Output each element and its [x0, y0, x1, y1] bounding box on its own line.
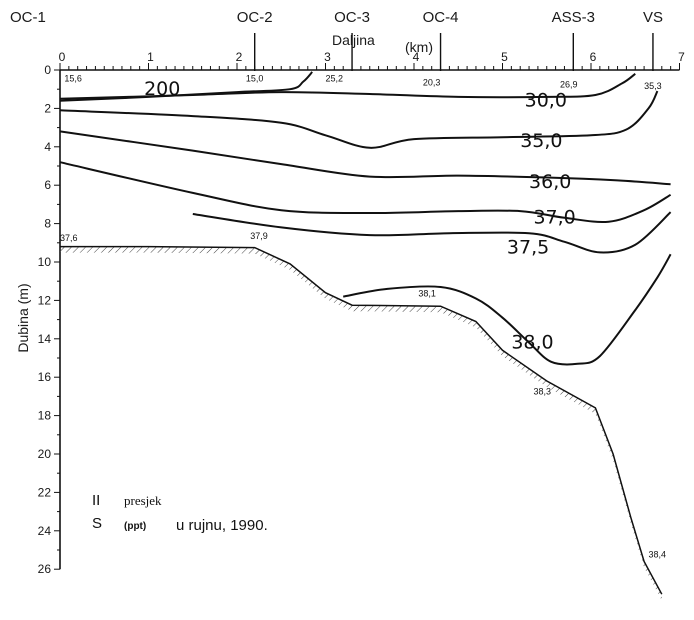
note-section-label: presjek — [124, 493, 162, 508]
point-value-label: 25,2 — [326, 74, 344, 84]
isohaline-label: 200 — [144, 78, 180, 100]
isohaline-line — [192, 211, 672, 254]
isohaline-line — [59, 90, 659, 149]
isohaline-line — [59, 72, 636, 100]
y-tick-label: 0 — [44, 63, 51, 77]
x-tick-label: 1 — [147, 50, 154, 64]
x-tick-label: 5 — [501, 50, 508, 64]
y-tick-label: 14 — [38, 332, 52, 346]
figure-note: II presjek S (ppt) u rujnu, 1990. — [92, 492, 268, 534]
station-label: OC-1 — [10, 9, 46, 26]
y-tick-label: 10 — [38, 255, 52, 269]
point-value-label: 35,3 — [644, 81, 662, 91]
isohaline-label: 35,0 — [520, 130, 562, 152]
x-tick-label: 7 — [678, 50, 685, 64]
station-label: ASS-3 — [552, 9, 595, 26]
isohalines — [59, 71, 672, 366]
isohaline-label: 36,0 — [529, 171, 571, 193]
point-value-label: 37,9 — [250, 231, 268, 241]
y-axis-title: Dubina (m) — [15, 283, 31, 352]
isohaline-label: 38,0 — [511, 331, 553, 353]
isohaline-line — [59, 71, 313, 102]
point-value-label: 38,1 — [418, 289, 436, 299]
y-tick-label: 4 — [44, 140, 51, 154]
y-tick-label: 20 — [38, 447, 52, 461]
isohaline-line — [59, 130, 671, 186]
y-tick-label: 6 — [44, 178, 51, 192]
station-markers: OC-1 OC-2 OC-3 OC-4 ASS-3 VS — [10, 9, 663, 71]
isohaline-line — [343, 253, 672, 366]
y-tick-label: 18 — [38, 409, 52, 423]
isohaline-label: 37,5 — [507, 236, 549, 258]
y-tick-label: 26 — [38, 562, 52, 576]
x-ticks: 0 1 2 3 4 5 6 7 — [59, 50, 685, 70]
x-tick-label: 0 — [59, 50, 66, 64]
point-value-label: 38,3 — [533, 386, 551, 396]
note-unit: (ppt) — [124, 521, 146, 532]
isohaline-line — [59, 161, 672, 223]
isohaline-labels: 200 30,0 35,0 36,0 37,0 37,5 38,0 — [144, 78, 576, 353]
isohaline-label: 30,0 — [525, 89, 567, 111]
y-tick-label: 2 — [44, 101, 51, 115]
x-tick-label: 4 — [413, 50, 420, 64]
station-label: OC-2 — [237, 9, 273, 26]
x-axis-unit: (km) — [405, 39, 433, 55]
point-value-label: 15,0 — [246, 74, 264, 84]
y-tick-label: 22 — [38, 485, 52, 499]
station-label: OC-4 — [423, 9, 459, 26]
point-value-label: 20,3 — [423, 77, 441, 87]
x-axis-title: Daljina — [332, 32, 375, 48]
x-tick-label: 6 — [590, 50, 597, 64]
sea-bottom-profile — [60, 245, 663, 601]
point-value-labels: 15,6 15,0 25,2 20,3 26,9 35,3 37,6 37,9 38,1 38,3… — [60, 74, 666, 560]
point-value-label: 26,9 — [560, 79, 578, 89]
sea-bottom-hatch — [60, 246, 662, 601]
x-tick-label: 3 — [324, 50, 331, 64]
point-value-label: 37,6 — [60, 233, 78, 243]
y-tick-label: 24 — [38, 524, 52, 538]
sea-bottom-line — [60, 245, 663, 595]
point-value-label: 15,6 — [64, 74, 82, 84]
x-tick-label: 2 — [236, 50, 243, 64]
y-tick-label: 16 — [38, 370, 52, 384]
point-value-label: 38,4 — [649, 550, 667, 560]
y-tick-label: 12 — [38, 293, 52, 307]
note-period: u rujnu, 1990. — [176, 517, 268, 534]
y-tick-label: 8 — [44, 217, 51, 231]
note-variable: S — [92, 515, 102, 532]
note-section-mark: II — [92, 492, 100, 509]
station-label: VS — [643, 9, 663, 26]
isohaline-label: 37,0 — [533, 207, 575, 229]
station-label: OC-3 — [334, 9, 370, 26]
